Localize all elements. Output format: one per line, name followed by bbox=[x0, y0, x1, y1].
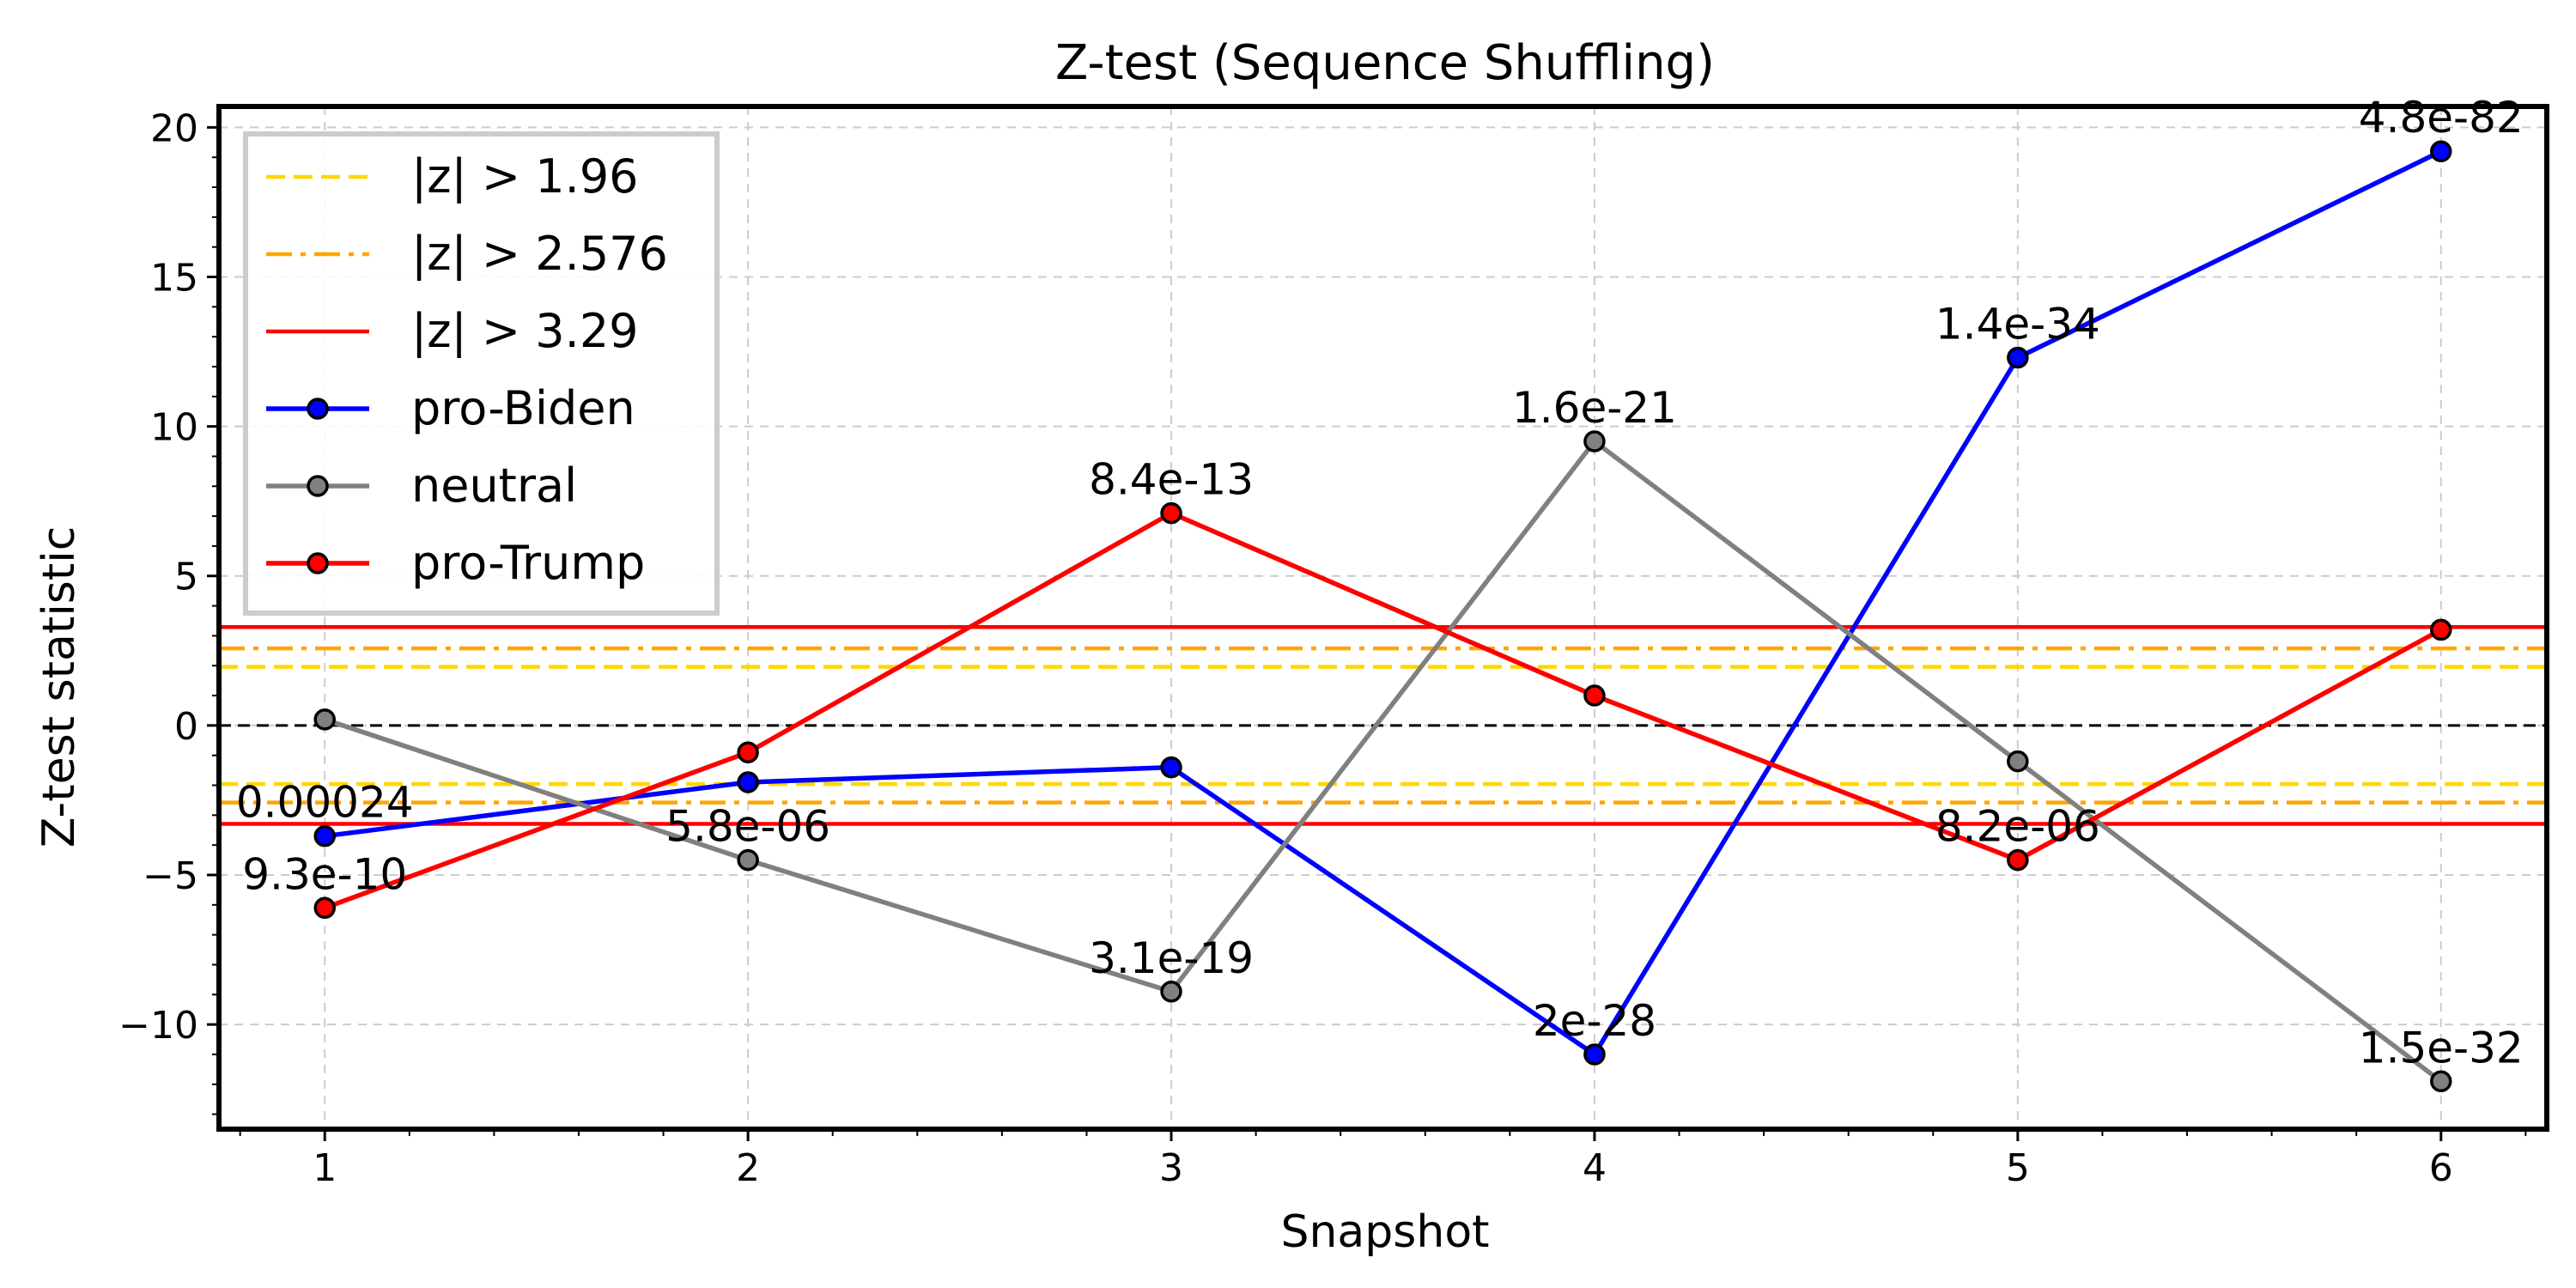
x-tick-label: 3 bbox=[1159, 1146, 1183, 1190]
p-value-label: 0.00024 bbox=[236, 778, 414, 828]
y-tick-label: −10 bbox=[118, 1004, 198, 1048]
plot-frame bbox=[216, 104, 2549, 1132]
p-value-label: 1.4e-34 bbox=[1935, 300, 2100, 349]
data-point bbox=[1160, 756, 1182, 779]
p-value-label: 8.2e-06 bbox=[1935, 802, 2100, 852]
x-tick-label: 1 bbox=[313, 1146, 337, 1190]
data-point bbox=[2007, 848, 2029, 872]
data-point bbox=[1160, 981, 1182, 1003]
data-point bbox=[737, 771, 759, 793]
x-tick-label: 2 bbox=[736, 1146, 760, 1190]
legend-box bbox=[243, 131, 720, 616]
data-point bbox=[1583, 430, 1606, 453]
y-tick-label: 15 bbox=[150, 257, 198, 301]
p-value-label: 3.1e-19 bbox=[1089, 933, 1254, 983]
data-point bbox=[2430, 1070, 2452, 1093]
legend-marker bbox=[307, 475, 329, 497]
legend-label: |z| > 2.576 bbox=[411, 227, 668, 281]
data-point bbox=[737, 741, 759, 763]
annotations: 0.00024 2e-28 1.4e-34 4.8e-82 5.8e-06 3.1e-19… bbox=[236, 93, 2524, 1072]
x-tick-label: 6 bbox=[2429, 1146, 2453, 1190]
chart-title: Z-test (Sequence Shuffling) bbox=[1055, 35, 1715, 91]
series-layer bbox=[313, 140, 2452, 1093]
p-value-label: 1.6e-21 bbox=[1512, 383, 1677, 433]
legend-label: pro-Biden bbox=[411, 381, 635, 435]
legend-label: |z| > 1.96 bbox=[411, 149, 639, 204]
y-tick-label: −5 bbox=[143, 854, 198, 898]
data-point bbox=[1583, 684, 1606, 707]
y-tick-label: 0 bbox=[174, 705, 198, 749]
y-tick-label: 5 bbox=[174, 556, 198, 599]
data-point bbox=[313, 824, 336, 848]
p-value-label: 2e-28 bbox=[1533, 996, 1656, 1046]
legend-marker bbox=[307, 398, 329, 420]
data-point bbox=[737, 848, 759, 872]
data-point bbox=[2430, 140, 2452, 162]
legend: |z| > 1.96 |z| > 2.576 |z| > 3.29 pro-Biden… bbox=[243, 131, 720, 616]
axis-ticks: 1 2 3 4 5 6 20 15 10 5 0 −5 −10 bbox=[118, 106, 2527, 1190]
p-value-label: 5.8e-06 bbox=[665, 802, 830, 852]
y-axis-label: Z-test statistic bbox=[33, 526, 85, 848]
x-tick-label: 5 bbox=[2006, 1146, 2030, 1190]
legend-label: neutral bbox=[411, 459, 577, 513]
data-point bbox=[1160, 501, 1182, 525]
legend-label: pro-Trump bbox=[411, 536, 645, 590]
y-tick-label: 20 bbox=[150, 106, 198, 150]
series-line bbox=[324, 149, 2442, 1057]
data-point bbox=[2430, 618, 2452, 641]
data-point bbox=[2007, 346, 2029, 369]
x-tick-label: 4 bbox=[1583, 1146, 1607, 1190]
legend-label: |z| > 3.29 bbox=[411, 304, 639, 358]
p-value-label: 1.5e-32 bbox=[2359, 1023, 2524, 1072]
y-tick-label: 10 bbox=[150, 406, 198, 450]
p-value-label: 9.3e-10 bbox=[242, 849, 407, 899]
data-point bbox=[1583, 1043, 1606, 1066]
data-point bbox=[313, 896, 336, 920]
series-line bbox=[324, 439, 2443, 1084]
series-line bbox=[324, 510, 2443, 910]
p-value-label: 4.8e-82 bbox=[2359, 93, 2524, 143]
data-point bbox=[2007, 750, 2029, 773]
p-value-label: 8.4e-13 bbox=[1089, 455, 1254, 505]
legend-marker bbox=[307, 552, 329, 574]
x-axis-label: Snapshot bbox=[1280, 1206, 1489, 1258]
data-point bbox=[313, 708, 336, 731]
